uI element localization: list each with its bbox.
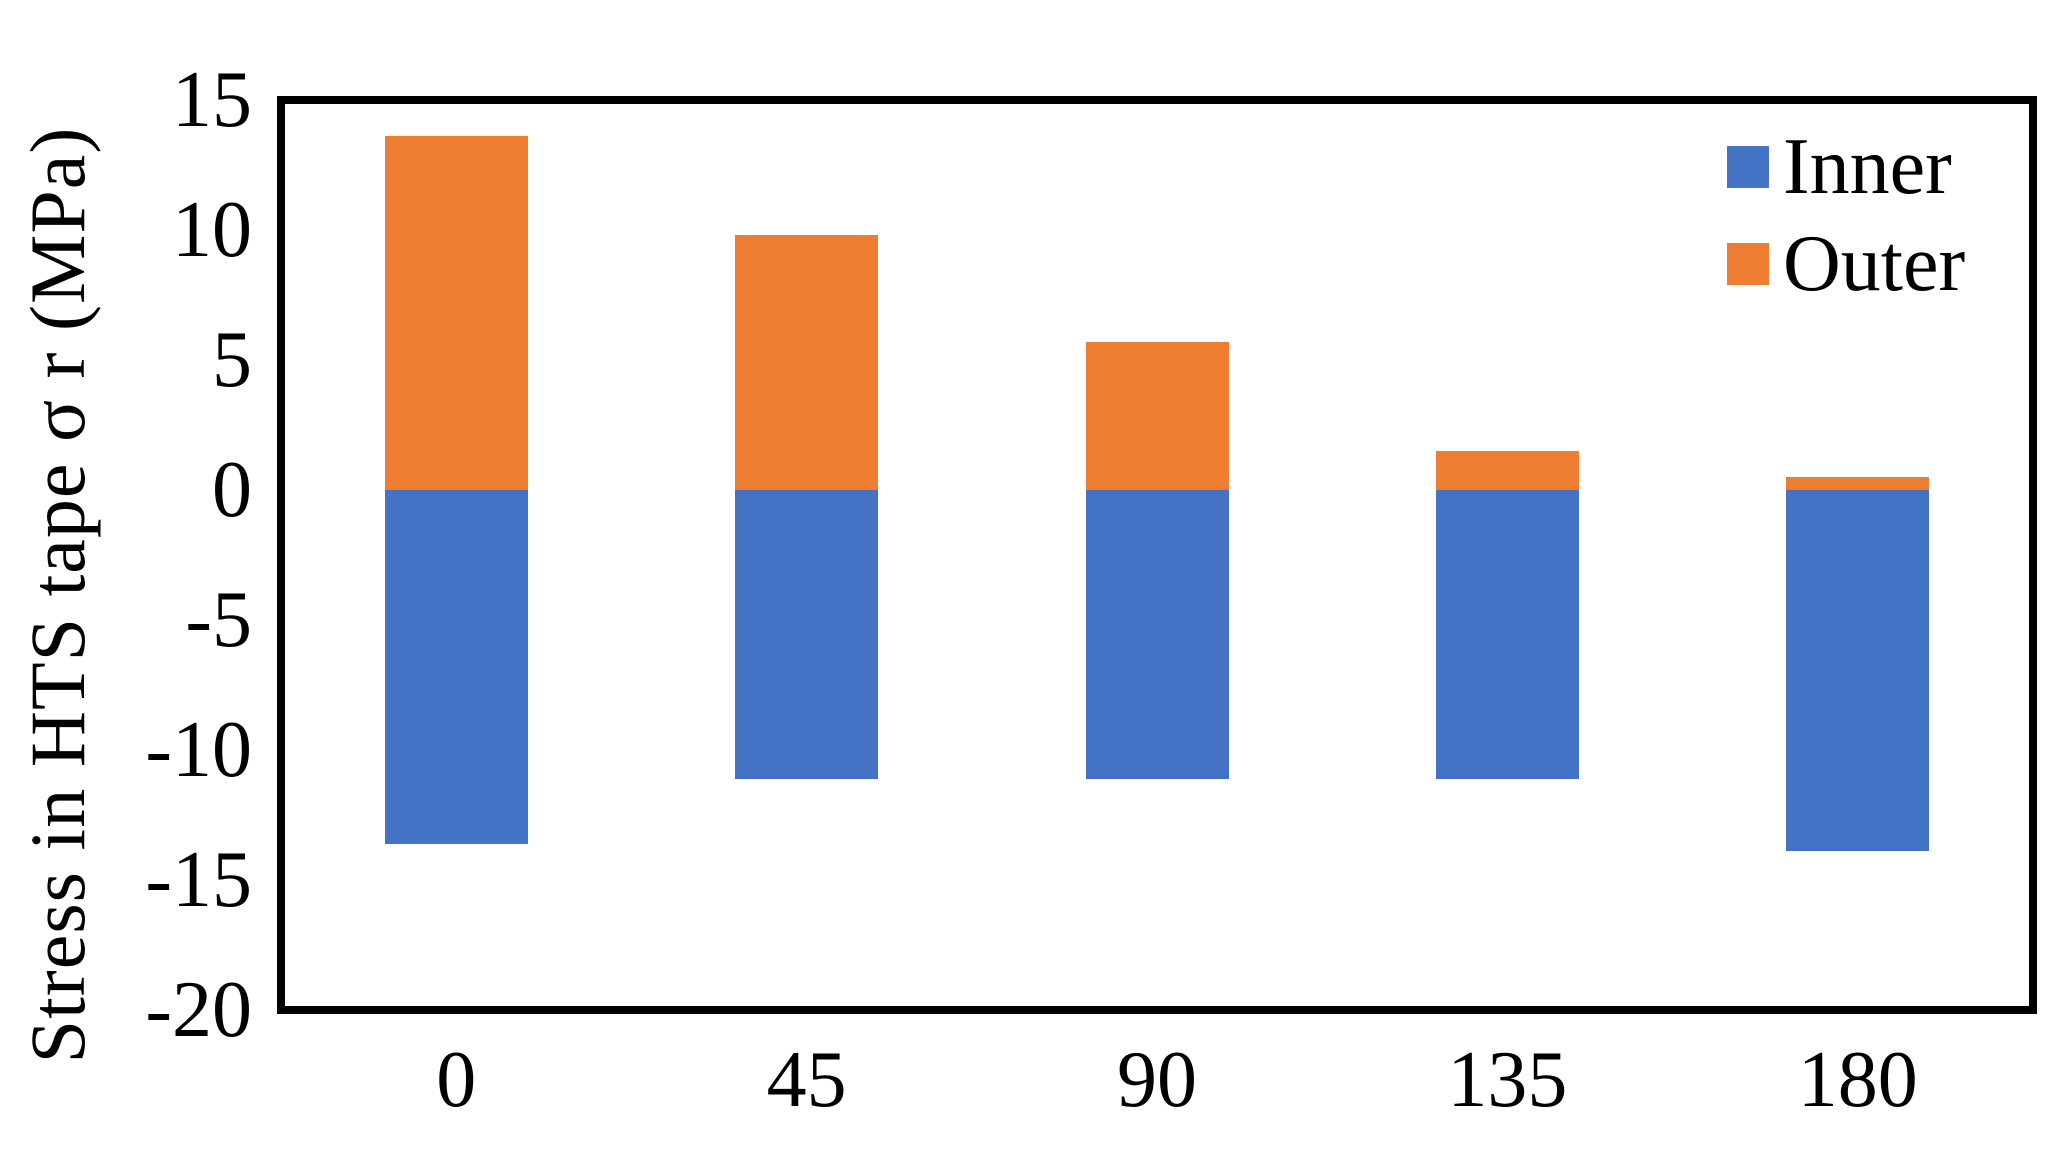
- bar-segment-inner-135: [1435, 490, 1579, 779]
- legend: Inner Outer: [1727, 118, 1965, 312]
- legend-label-outer: Outer: [1783, 219, 1966, 308]
- y-tick-label: 5: [212, 316, 252, 404]
- y-tick-label: -10: [145, 706, 252, 794]
- bar-segment-inner-90: [1085, 490, 1229, 779]
- x-tick-label: 180: [1797, 1036, 1918, 1124]
- bar-segment-inner-0: [384, 490, 528, 844]
- y-tick-label: -15: [145, 836, 252, 924]
- x-tick-label: 0: [436, 1036, 477, 1124]
- legend-item-outer: Outer: [1727, 215, 1965, 312]
- bar-segment-outer-45: [735, 235, 879, 490]
- legend-swatch-outer: [1727, 242, 1769, 285]
- y-tick-label: 0: [212, 446, 252, 534]
- x-tick-label: 90: [1117, 1036, 1197, 1124]
- x-tick-label: 135: [1447, 1036, 1568, 1124]
- plot-area-border: [277, 96, 2037, 1014]
- bar-segment-inner-180: [1786, 490, 1930, 852]
- x-tick-label: 45: [766, 1036, 847, 1124]
- y-tick-label: 10: [172, 186, 252, 274]
- y-tick-label: -20: [145, 966, 252, 1054]
- legend-swatch-inner: [1727, 145, 1769, 188]
- bar-segment-outer-0: [384, 136, 528, 490]
- bar-segment-inner-45: [735, 490, 879, 779]
- legend-label-inner: Inner: [1783, 122, 1952, 211]
- y-tick-label: -5: [185, 576, 252, 664]
- bar-segment-outer-135: [1435, 451, 1579, 490]
- legend-item-inner: Inner: [1727, 118, 1965, 215]
- bar-segment-outer-90: [1085, 341, 1229, 490]
- y-tick-label: 15: [172, 56, 252, 144]
- bar-segment-outer-180: [1786, 477, 1930, 490]
